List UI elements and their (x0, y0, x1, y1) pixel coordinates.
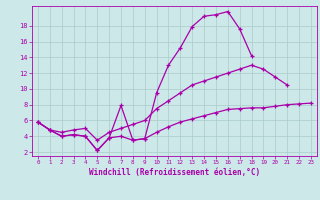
X-axis label: Windchill (Refroidissement éolien,°C): Windchill (Refroidissement éolien,°C) (89, 168, 260, 177)
